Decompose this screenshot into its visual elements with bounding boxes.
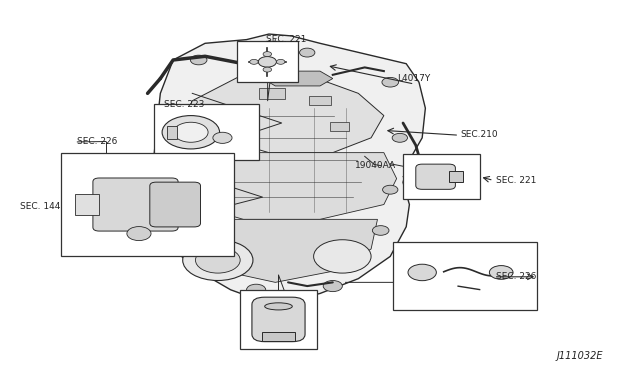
Bar (237, 41, 298, 82)
FancyBboxPatch shape (150, 182, 200, 227)
Bar (403, 154, 479, 199)
Circle shape (314, 240, 371, 273)
Polygon shape (186, 71, 384, 153)
Text: SEC. 226: SEC. 226 (77, 137, 118, 146)
Polygon shape (148, 34, 426, 301)
Circle shape (240, 43, 259, 54)
Circle shape (182, 240, 253, 280)
Circle shape (382, 77, 399, 87)
Text: SEC.210: SEC.210 (461, 129, 498, 139)
Text: J111032E: J111032E (556, 352, 603, 362)
Circle shape (383, 185, 398, 194)
Bar (240, 290, 317, 349)
FancyBboxPatch shape (166, 126, 177, 139)
Circle shape (195, 247, 240, 273)
FancyBboxPatch shape (75, 194, 99, 215)
Circle shape (173, 122, 208, 142)
Polygon shape (179, 153, 397, 219)
Text: L4017Y: L4017Y (397, 74, 430, 83)
Bar (394, 241, 537, 310)
Polygon shape (262, 71, 333, 86)
Text: SEC. 223: SEC. 223 (164, 100, 204, 109)
Circle shape (190, 55, 207, 65)
Text: SEC. 221: SEC. 221 (266, 35, 306, 44)
Text: SEC. 226: SEC. 226 (495, 272, 536, 281)
Circle shape (250, 60, 258, 64)
FancyBboxPatch shape (93, 178, 178, 231)
Circle shape (213, 132, 232, 143)
Circle shape (490, 266, 513, 279)
Circle shape (162, 116, 220, 149)
FancyBboxPatch shape (240, 122, 259, 131)
Circle shape (263, 67, 271, 72)
Text: SEC. 144: SEC. 144 (20, 202, 60, 211)
Ellipse shape (265, 303, 292, 310)
Circle shape (392, 134, 408, 142)
Circle shape (163, 122, 177, 131)
Circle shape (246, 284, 266, 295)
Circle shape (323, 280, 342, 292)
Circle shape (172, 230, 188, 239)
FancyBboxPatch shape (449, 171, 463, 182)
Circle shape (408, 264, 436, 280)
Circle shape (372, 226, 389, 235)
Circle shape (156, 182, 172, 190)
Circle shape (300, 48, 315, 57)
Bar (154, 105, 259, 160)
Circle shape (263, 52, 271, 57)
FancyBboxPatch shape (309, 96, 331, 105)
Text: SEC. 221: SEC. 221 (495, 176, 536, 185)
Circle shape (127, 227, 151, 241)
Text: 19040AA: 19040AA (355, 161, 396, 170)
Bar (61, 153, 234, 256)
FancyBboxPatch shape (262, 333, 295, 341)
FancyBboxPatch shape (330, 122, 349, 131)
FancyBboxPatch shape (416, 164, 456, 189)
Circle shape (276, 60, 285, 64)
Polygon shape (192, 219, 378, 282)
Circle shape (258, 57, 276, 67)
FancyBboxPatch shape (259, 88, 285, 99)
FancyBboxPatch shape (252, 297, 305, 341)
